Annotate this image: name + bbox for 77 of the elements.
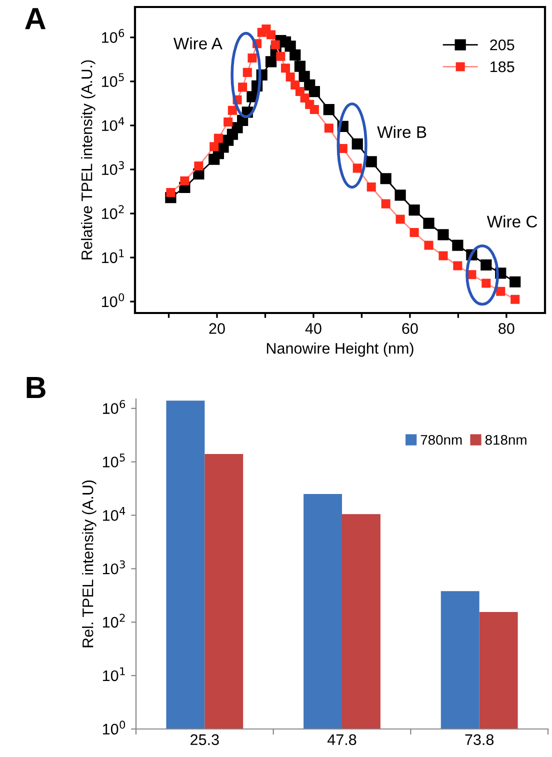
point — [366, 182, 376, 192]
point — [381, 199, 390, 208]
point — [280, 64, 290, 73]
legend-label: 185 — [490, 61, 514, 72]
y-tick-label: 10$^{5}$ — [102, 73, 124, 87]
annotation: Wire B — [377, 126, 426, 138]
point — [453, 261, 462, 270]
y-tick-label: 10$^{0}$ — [103, 720, 126, 735]
point — [270, 40, 280, 50]
x-axis-title: Nanowire Height (nm) — [266, 342, 414, 357]
y-tick-label: 10$^{2}$ — [102, 205, 124, 220]
point — [510, 294, 520, 304]
y-tick-label: 10$^{2}$ — [103, 614, 125, 628]
point — [496, 286, 506, 296]
point — [308, 86, 320, 98]
point — [410, 228, 419, 238]
point — [438, 229, 449, 240]
point — [310, 105, 319, 114]
point — [194, 161, 204, 171]
text: B — [26, 377, 46, 398]
point — [224, 117, 233, 126]
point — [324, 124, 334, 133]
point — [424, 240, 434, 250]
point — [438, 251, 448, 260]
point — [352, 138, 363, 150]
x-tick-label: 47.8 — [327, 734, 356, 746]
y-tick-label: 10$^{4}$ — [102, 117, 124, 132]
point — [248, 54, 257, 63]
annotation: Wire A — [173, 37, 222, 50]
y-axis-title: Rel. TPEL intensity (A.U) — [82, 480, 96, 648]
point — [452, 240, 464, 251]
point — [394, 190, 406, 201]
point — [294, 60, 306, 72]
point — [408, 204, 420, 216]
y-tick-label: 10$^{5}$ — [103, 454, 125, 468]
point — [352, 164, 362, 173]
point — [228, 106, 237, 115]
point — [366, 156, 377, 168]
text: A — [25, 8, 46, 30]
y-tick-label: 10$^{1}$ — [102, 249, 124, 264]
y-tick-label: 10$^{6}$ — [103, 400, 126, 414]
point — [323, 104, 334, 116]
point — [214, 134, 223, 143]
x-tick-label: 20 — [209, 323, 225, 334]
point — [166, 188, 176, 198]
point — [482, 278, 491, 288]
x-tick-label: 60 — [402, 323, 418, 334]
legend-label: 780nm — [420, 434, 462, 445]
point — [242, 68, 252, 77]
annotation: Wire C — [486, 215, 538, 228]
y-tick-label: 10$^{3}$ — [103, 560, 125, 574]
y-tick-label: 10$^{0}$ — [102, 293, 124, 308]
point — [180, 176, 190, 186]
legend-label: 818nm — [485, 434, 526, 445]
point — [265, 56, 277, 68]
x-tick-label: 73.8 — [465, 734, 494, 746]
point — [266, 30, 276, 40]
y-tick-label: 10$^{4}$ — [103, 507, 126, 521]
point — [210, 142, 219, 152]
point — [480, 259, 492, 270]
point — [290, 49, 301, 60]
point — [510, 276, 521, 288]
y-axis-title: Relative TPEL intensity (A.U.) — [81, 60, 96, 260]
point — [286, 72, 295, 82]
point — [238, 82, 248, 92]
legend-label: 205 — [490, 40, 514, 50]
point — [423, 218, 434, 229]
x-tick-label: 40 — [305, 323, 322, 334]
point — [284, 40, 296, 52]
x-tick-label: 80 — [498, 323, 514, 334]
x-tick-label: 25.3 — [190, 734, 219, 746]
point — [380, 173, 392, 184]
y-tick-label: 10$^{1}$ — [103, 667, 125, 682]
y-tick-label: 10$^{6}$ — [102, 29, 124, 43]
point — [276, 52, 286, 61]
y-tick-label: 10$^{3}$ — [102, 161, 124, 176]
point — [396, 214, 405, 224]
